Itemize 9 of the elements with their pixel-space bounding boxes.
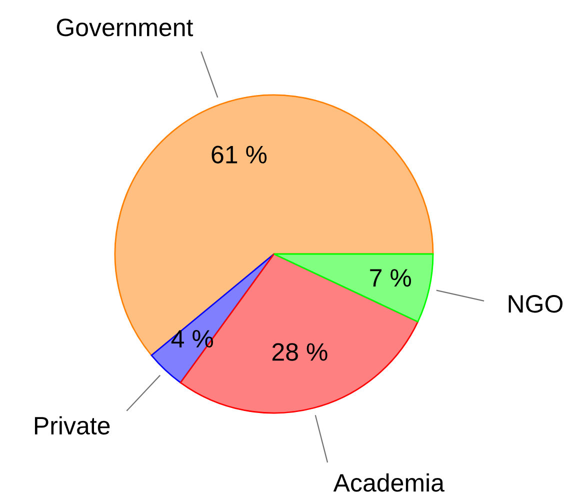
slice-label: Government <box>56 18 194 36</box>
data-label: 28 % <box>272 343 328 361</box>
pie-slice <box>273 253 434 322</box>
slice-label: Academia <box>333 473 444 492</box>
slice-label: Private <box>34 416 110 435</box>
data-label: 7 % <box>370 269 412 287</box>
data-label: 61 % <box>212 146 267 164</box>
slice-label: NGO <box>508 295 563 313</box>
data-label: 4 % <box>171 330 214 348</box>
